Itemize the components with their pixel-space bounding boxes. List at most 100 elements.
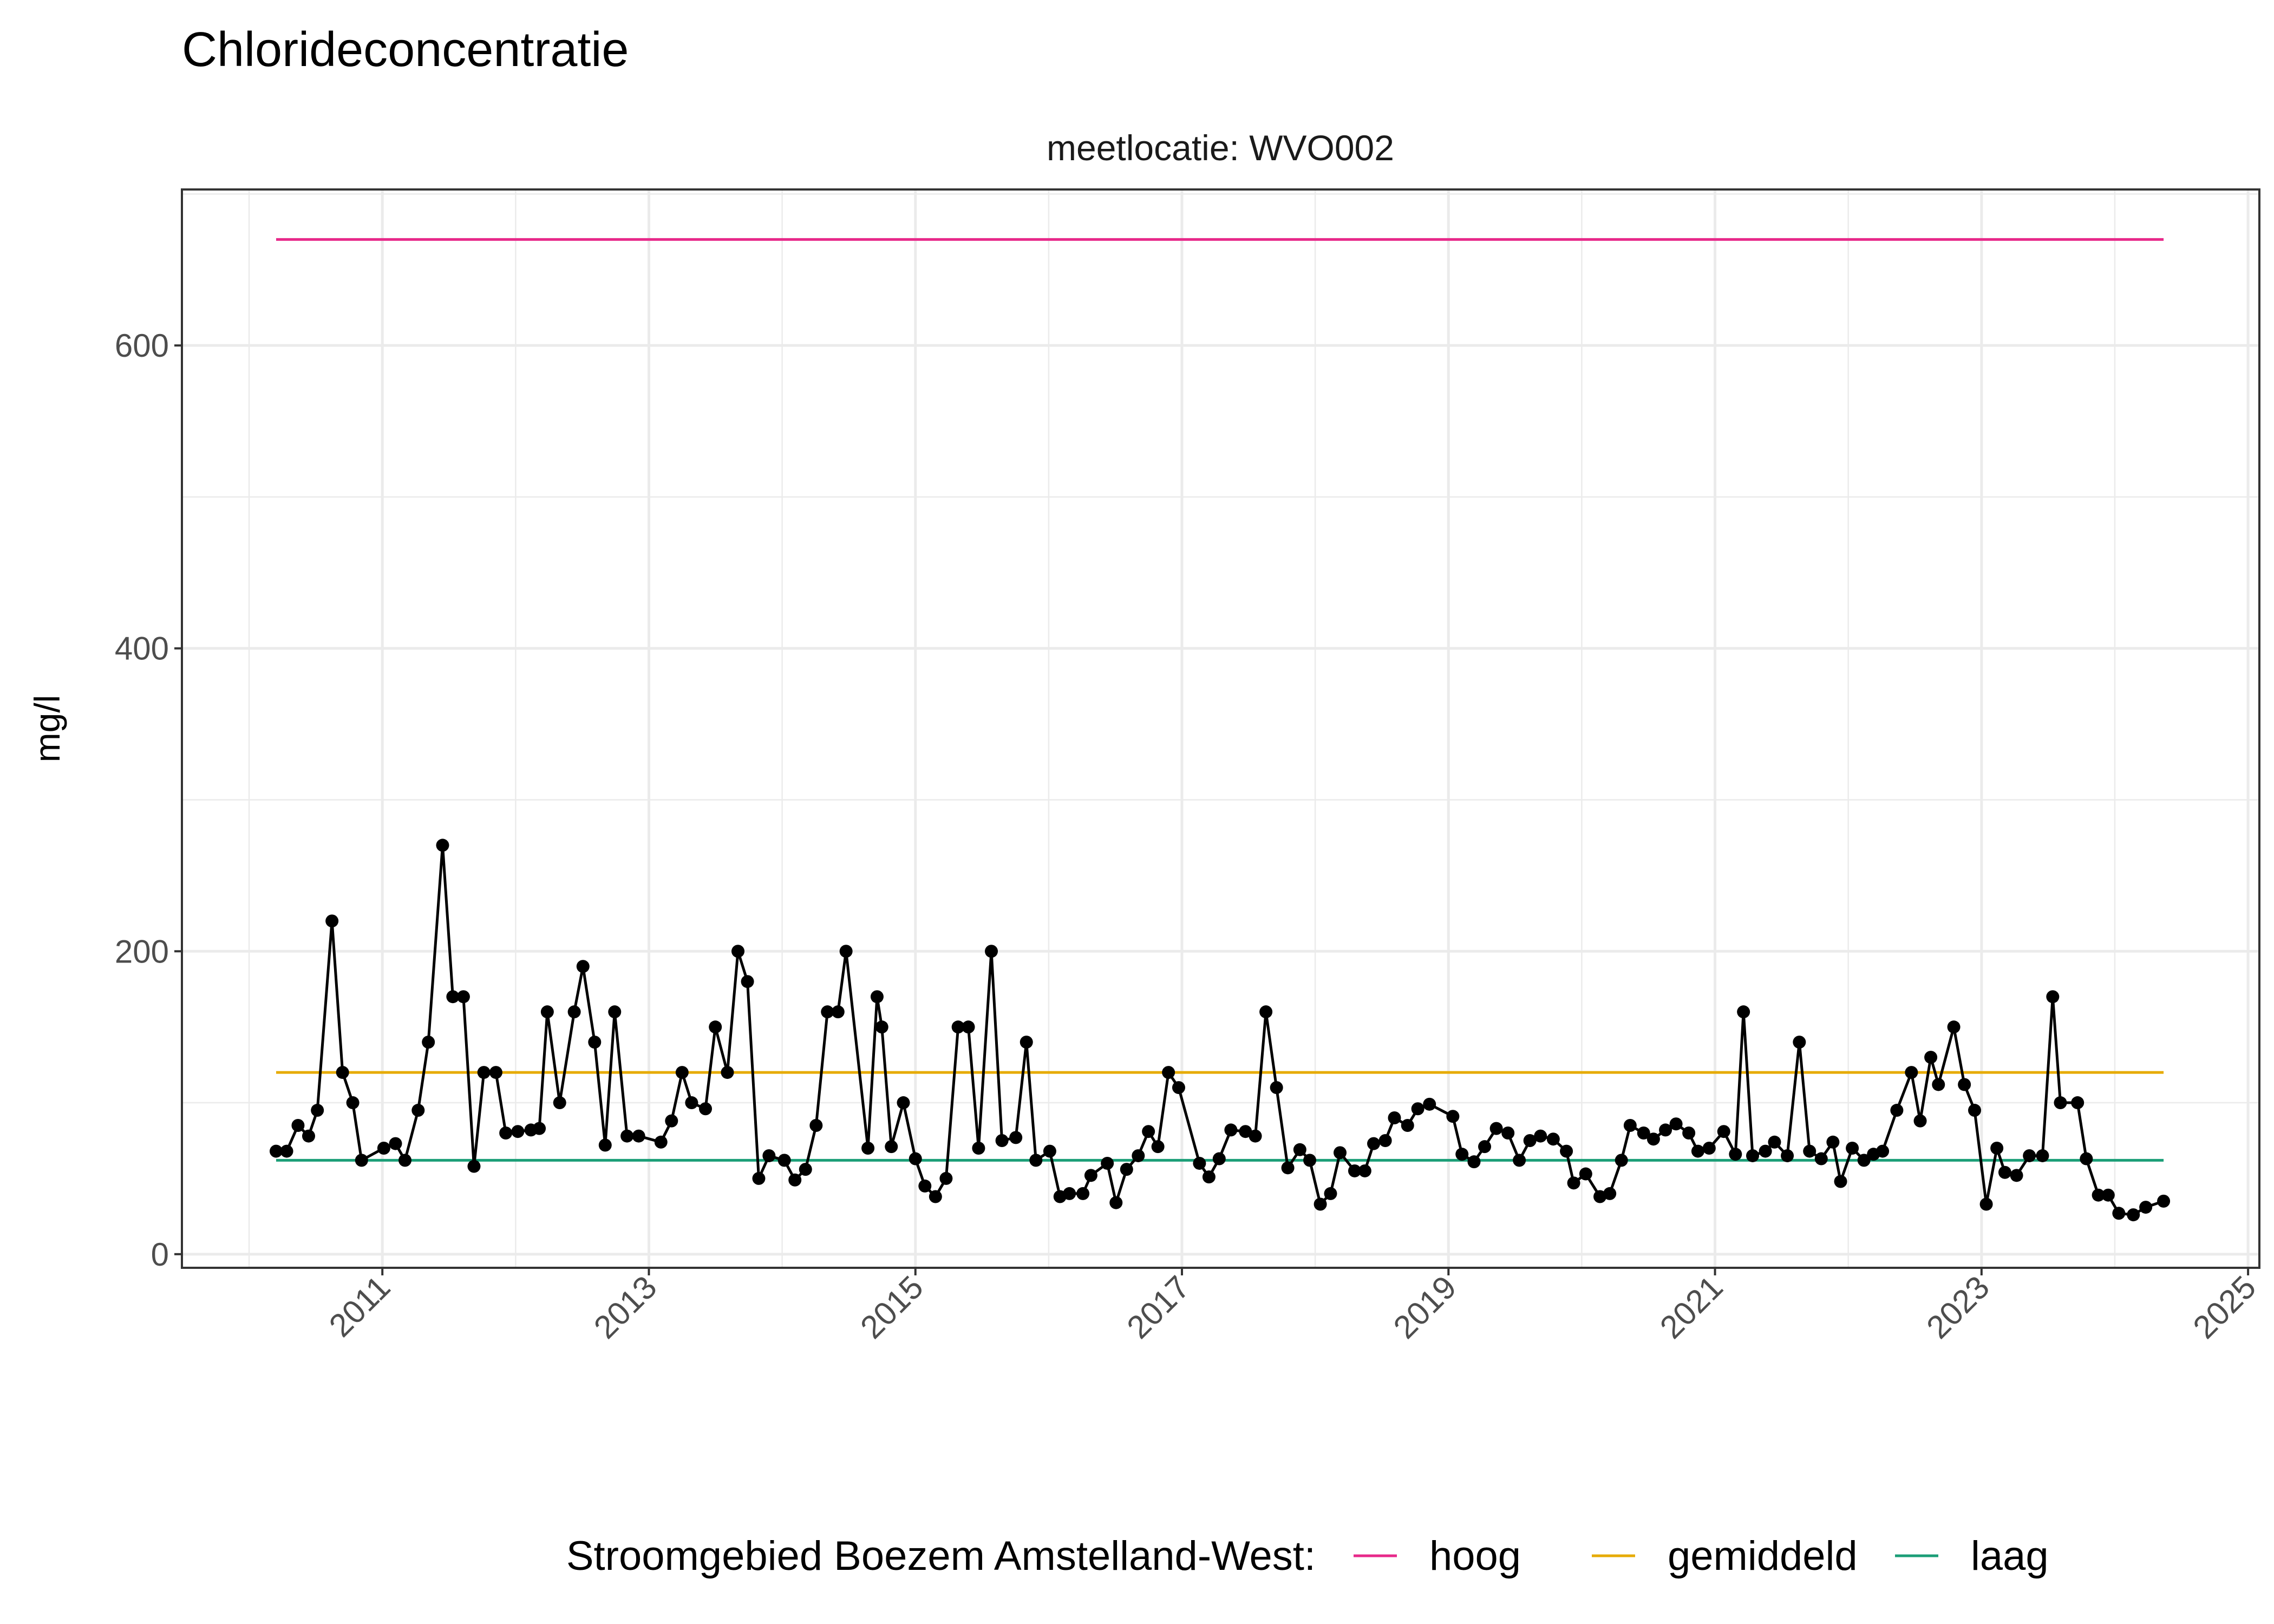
data-point xyxy=(1293,1143,1306,1156)
data-point xyxy=(709,1020,722,1034)
data-point xyxy=(2112,1207,2126,1220)
data-point xyxy=(540,1005,554,1019)
data-point xyxy=(875,1020,888,1034)
data-point xyxy=(1913,1114,1927,1128)
data-series xyxy=(269,839,2171,1222)
data-point xyxy=(291,1119,305,1132)
data-point xyxy=(1669,1117,1683,1131)
data-point xyxy=(1968,1104,1982,1117)
data-point xyxy=(1803,1144,1816,1158)
data-point xyxy=(422,1036,435,1049)
data-point xyxy=(1702,1141,1716,1155)
data-point xyxy=(1455,1148,1469,1161)
data-point xyxy=(1029,1154,1043,1167)
y-tick-label: 0 xyxy=(151,1236,169,1273)
data-point xyxy=(731,945,745,958)
data-point xyxy=(1259,1005,1273,1019)
data-point xyxy=(1990,1141,2004,1155)
data-point xyxy=(2010,1169,2023,1182)
data-point xyxy=(311,1104,324,1117)
data-point xyxy=(1729,1148,1742,1161)
data-point xyxy=(1358,1164,1371,1177)
x-tick-label: 2021 xyxy=(1653,1269,1730,1346)
legend-label-gemiddeld: gemiddeld xyxy=(1668,1533,1858,1579)
data-point xyxy=(1682,1127,1696,1140)
data-point xyxy=(467,1160,481,1173)
data-point xyxy=(1979,1197,1993,1211)
data-point xyxy=(1172,1081,1185,1095)
data-point xyxy=(1768,1135,1781,1149)
data-point xyxy=(1411,1102,1424,1116)
data-point xyxy=(685,1096,698,1110)
data-point xyxy=(675,1066,689,1079)
data-point xyxy=(962,1020,975,1034)
data-point xyxy=(2046,990,2060,1004)
data-point xyxy=(777,1154,791,1167)
data-point xyxy=(499,1127,513,1140)
data-point xyxy=(1212,1152,1226,1165)
data-point xyxy=(377,1141,390,1155)
data-point xyxy=(839,945,853,958)
data-point xyxy=(302,1129,315,1143)
data-point xyxy=(1691,1144,1704,1158)
data-point xyxy=(1593,1190,1607,1203)
x-tick-label: 2013 xyxy=(587,1269,664,1346)
data-point xyxy=(2080,1152,2093,1165)
x-tick-label: 2023 xyxy=(1919,1269,1996,1346)
data-point xyxy=(1501,1127,1515,1140)
data-point xyxy=(1579,1167,1592,1181)
data-point xyxy=(608,1005,622,1019)
data-point xyxy=(1378,1134,1392,1147)
y-tick-label: 400 xyxy=(115,631,169,667)
data-point xyxy=(1637,1127,1650,1140)
data-point xyxy=(1270,1081,1283,1095)
data-point xyxy=(553,1096,566,1110)
data-point xyxy=(654,1135,668,1149)
data-point xyxy=(1303,1154,1317,1167)
panel-border xyxy=(181,188,2260,1269)
data-point xyxy=(665,1114,678,1128)
data-point xyxy=(1162,1066,1175,1079)
data-point xyxy=(1781,1149,1794,1162)
legend: Stroomgebied Boezem Amstelland-West: hoo… xyxy=(566,1533,2049,1579)
data-point xyxy=(1202,1170,1216,1184)
data-point xyxy=(870,990,884,1004)
data-point xyxy=(995,1134,1009,1147)
legend-label-laag: laag xyxy=(1971,1533,2049,1579)
data-point xyxy=(721,1066,734,1079)
data-point xyxy=(1423,1097,1436,1111)
data-point xyxy=(436,839,449,852)
data-point xyxy=(1478,1140,1492,1154)
data-point xyxy=(2054,1096,2067,1110)
data-point xyxy=(598,1138,612,1152)
grid xyxy=(182,189,2259,1268)
data-point xyxy=(929,1190,942,1203)
data-point xyxy=(1814,1152,1828,1165)
data-point xyxy=(1793,1036,1806,1049)
data-point xyxy=(1132,1149,1145,1162)
data-point xyxy=(398,1154,412,1167)
data-point xyxy=(1314,1197,1327,1211)
data-point xyxy=(2092,1188,2105,1202)
data-point xyxy=(1834,1175,1847,1188)
data-point xyxy=(897,1096,910,1110)
facet-label: meetlocatie: WVO002 xyxy=(1047,128,1394,168)
data-point xyxy=(1998,1165,2011,1179)
x-tick-label: 2011 xyxy=(322,1269,397,1344)
x-tick-label: 2017 xyxy=(1120,1269,1197,1346)
data-point xyxy=(1534,1129,1547,1143)
data-point xyxy=(1560,1144,1573,1158)
data-point xyxy=(1076,1187,1090,1200)
data-point xyxy=(2023,1149,2036,1162)
data-point xyxy=(567,1005,581,1019)
data-point xyxy=(336,1066,349,1079)
data-point xyxy=(1043,1144,1056,1158)
data-point xyxy=(1388,1111,1401,1125)
data-point xyxy=(918,1179,932,1193)
data-point xyxy=(1924,1051,1938,1064)
y-tick-label: 200 xyxy=(115,933,169,970)
data-point xyxy=(1020,1036,1033,1049)
data-point xyxy=(269,1144,283,1158)
data-point xyxy=(1659,1123,1672,1137)
data-point xyxy=(576,960,590,973)
